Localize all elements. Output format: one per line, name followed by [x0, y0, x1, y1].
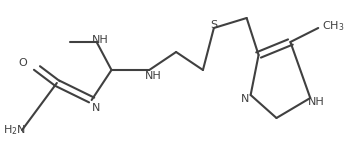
Text: N: N: [240, 94, 249, 104]
Text: O: O: [18, 58, 27, 68]
Text: CH$_3$: CH$_3$: [322, 19, 345, 33]
Text: NH: NH: [92, 35, 109, 45]
Text: S: S: [210, 20, 218, 30]
Text: NH: NH: [308, 97, 325, 107]
Text: NH: NH: [145, 71, 162, 81]
Text: H$_2$N: H$_2$N: [2, 123, 26, 137]
Text: N: N: [92, 103, 100, 113]
